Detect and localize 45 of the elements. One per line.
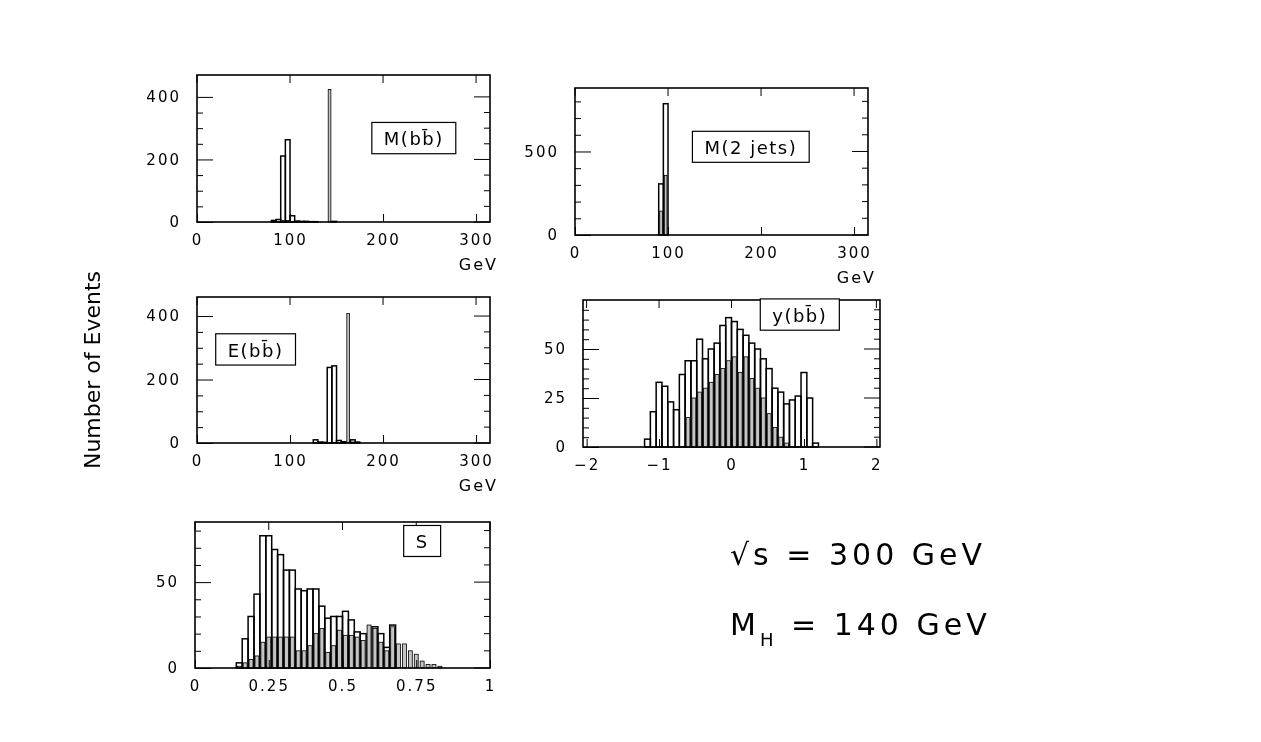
x-tick-label: 300 <box>837 243 872 262</box>
y-axis-title: Number of Events <box>80 270 105 470</box>
x-tick-label: 100 <box>273 230 308 249</box>
x-tick-label: 0 <box>726 455 738 474</box>
y-tick-label: 400 <box>146 307 181 326</box>
text: M$_{H}$ = 140 GeV <box>730 607 991 650</box>
y-tick-label: 500 <box>524 142 559 161</box>
y-tick-label: 50 <box>155 573 179 592</box>
text: S <box>415 530 429 552</box>
y-tick-label: 0 <box>555 438 567 457</box>
text: E(bb̄) <box>227 338 284 361</box>
chart-title: y(bb̄) <box>772 303 828 326</box>
y-tick-label: 0 <box>169 213 181 232</box>
x-tick-label: 0 <box>569 243 582 262</box>
x-tick-label: 1 <box>484 676 497 695</box>
x-tick-label: 1 <box>798 455 811 474</box>
x-tick-label: 100 <box>273 451 308 470</box>
text: M(2 jets) <box>704 136 798 158</box>
x-tick-label: −2 <box>574 455 601 474</box>
y-tick-label: 25 <box>543 389 567 408</box>
x-axis-title: GeV <box>836 268 876 287</box>
text: M(bb̄) <box>383 127 444 149</box>
text: √s = 300 GeV <box>730 537 986 572</box>
x-tick-label: 0.25 <box>248 676 290 695</box>
x-tick-label: 0.5 <box>328 676 358 695</box>
x-tick-label: 300 <box>459 230 494 249</box>
y-tick-label: 0 <box>169 434 181 453</box>
y-tick-label: 0 <box>167 659 179 678</box>
x-tick-label: 200 <box>366 451 401 470</box>
x-tick-label: 200 <box>744 243 779 262</box>
y-tick-label: 200 <box>146 370 181 389</box>
x-tick-label: 0.75 <box>396 676 438 695</box>
x-tick-label: 0 <box>189 676 202 695</box>
x-axis-title: GeV <box>458 255 498 274</box>
x-tick-label: 2 <box>871 455 883 474</box>
x-tick-label: 0 <box>191 451 204 470</box>
y-tick-label: 400 <box>146 88 181 107</box>
x-tick-label: 300 <box>459 451 494 470</box>
x-tick-label: 200 <box>366 230 401 249</box>
x-tick-label: −1 <box>646 455 673 474</box>
x-axis-title: GeV <box>458 476 498 495</box>
x-tick-label: 0 <box>191 230 204 249</box>
x-tick-label: 100 <box>651 243 686 262</box>
y-tick-label: 50 <box>543 340 567 359</box>
y-tick-label: 200 <box>146 150 181 169</box>
